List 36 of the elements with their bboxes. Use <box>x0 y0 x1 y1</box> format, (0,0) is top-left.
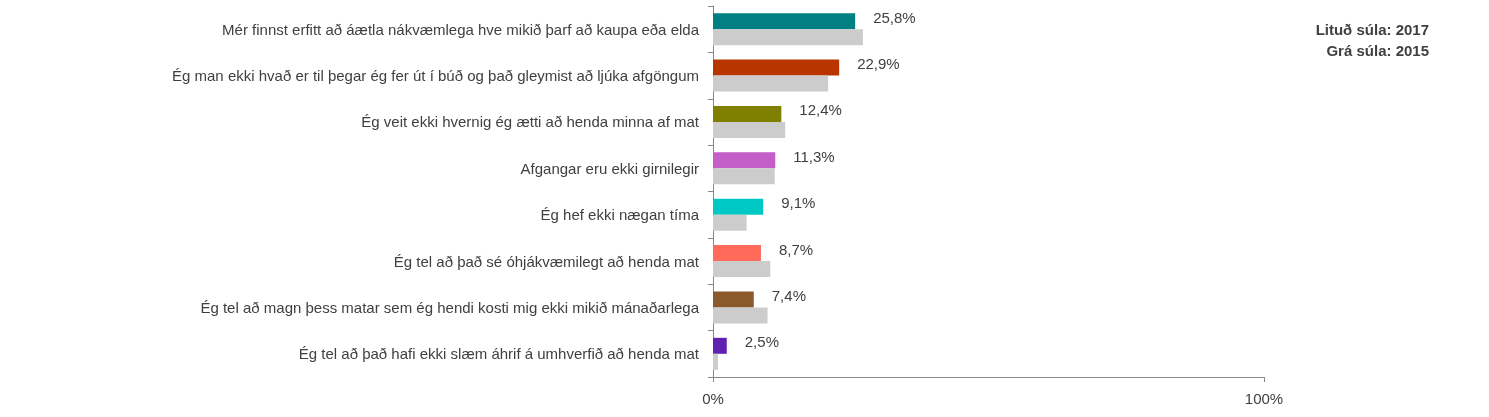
bar <box>713 75 829 92</box>
y-tick-label: Mér finnst erfitt að áætla nákvæmlega hve mikið þarf að kaupa eða elda <box>222 20 700 38</box>
bar <box>713 291 754 308</box>
bar <box>713 245 761 262</box>
data-label: 11,3% <box>793 147 835 165</box>
data-label: 12,4% <box>799 101 842 119</box>
data-label: 22,9% <box>857 55 900 73</box>
bar <box>713 198 764 215</box>
data-label: 9,1% <box>781 194 816 212</box>
text: Lituð súla: 2017 <box>1315 21 1430 38</box>
bar <box>713 337 727 354</box>
bar <box>713 261 771 278</box>
bar <box>713 152 776 169</box>
data-label: 8,7% <box>778 240 814 258</box>
y-tick-label: Ég tel að magn þess matar sem ég hendi kosti mig ekki mikið mánaðarlega <box>200 298 700 316</box>
y-tick-label: Ég hef ekki nægan tíma <box>540 206 700 224</box>
bar <box>713 168 775 185</box>
data-label: 7,4% <box>771 286 806 304</box>
y-tick-label: Ég tel að það hafi ekki slæm áhrif á umhverfið að henda mat <box>298 345 700 363</box>
bar <box>713 307 768 324</box>
bar <box>713 105 782 122</box>
bar <box>713 29 863 46</box>
data-label: 25,8% <box>873 8 916 26</box>
x-tick-label: 0% <box>702 390 724 407</box>
x-tick-label: 100% <box>1244 390 1284 407</box>
bar <box>713 353 718 370</box>
bar <box>713 59 840 76</box>
bar <box>713 121 786 138</box>
data-label: 2,5% <box>744 333 779 351</box>
y-tick-label: Ég veit ekki hvernig ég ætti að henda minna af mat <box>361 113 700 131</box>
y-tick-label: Afgangar eru ekki girnilegir <box>520 159 699 177</box>
bar <box>713 214 747 231</box>
bar <box>713 13 856 30</box>
text: Grá súla: 2015 <box>1326 42 1429 59</box>
y-tick-label: Ég tel að það sé óhjákvæmilegt að henda mat <box>393 252 700 270</box>
y-tick-label: Ég man ekki hvað er til þegar ég fer út í búð og það gleymist að ljúka afgöngum <box>172 67 699 85</box>
